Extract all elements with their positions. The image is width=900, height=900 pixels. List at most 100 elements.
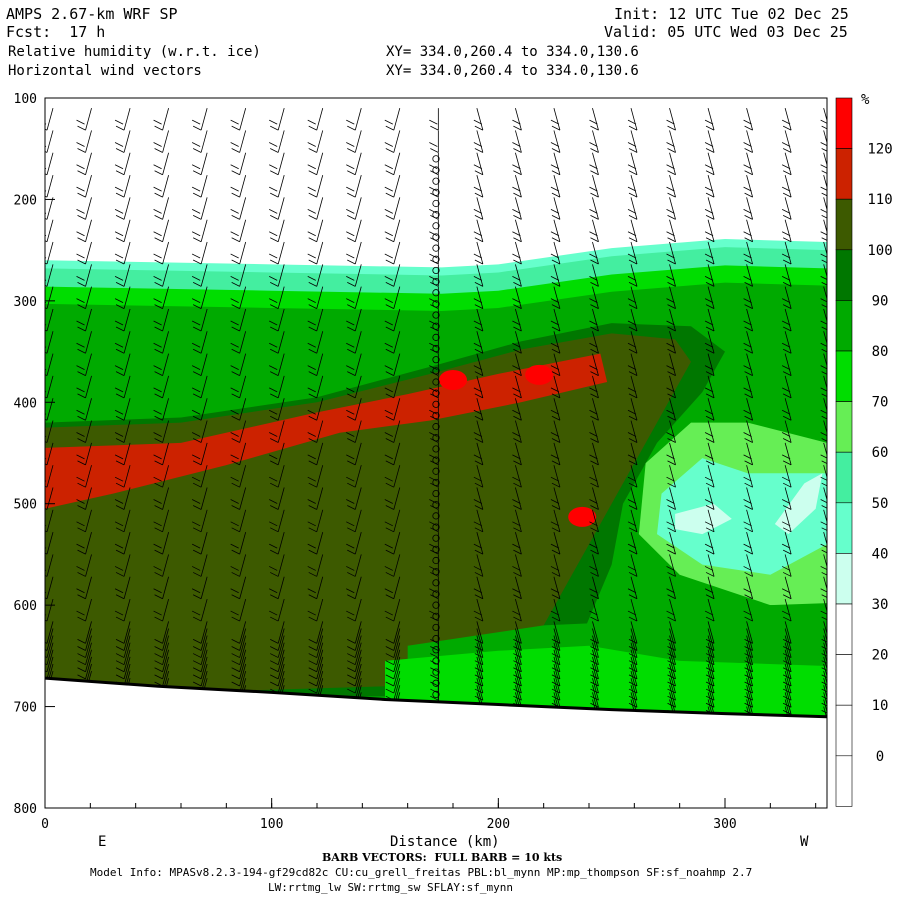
wind-barb-staff: [162, 152, 169, 175]
wind-barb-flag: [384, 119, 393, 125]
wind-barb-staff: [200, 442, 208, 465]
wind-barb-flag: [153, 543, 162, 549]
wind-barb-staff: [354, 130, 362, 153]
wind-barb-staff: [515, 509, 522, 532]
wind-barb-flag: [192, 348, 202, 354]
wind-barb-flag: [820, 298, 827, 303]
wind-barb-flag: [347, 667, 356, 673]
wind-barb-staff: [277, 621, 285, 644]
wind-barb-flag: [821, 653, 827, 657]
wind-barb-staff: [707, 554, 715, 577]
wind-barb-flag: [820, 610, 827, 615]
wind-barb-staff: [746, 532, 753, 555]
wind-barb-flag: [308, 660, 317, 666]
wind-barb-staff: [784, 130, 792, 153]
wind-barb-flag: [231, 215, 240, 220]
wind-barb-flag: [705, 667, 715, 673]
plot-frame: [44, 97, 828, 809]
wind-barb-flag: [744, 415, 753, 421]
wind-barb-flag: [744, 125, 753, 131]
wind-barb-staff: [200, 286, 208, 309]
wind-barb-flag: [705, 674, 715, 680]
wind-barb-flag: [473, 298, 483, 304]
wind-barb-flag: [821, 695, 827, 700]
wind-barb-flag: [781, 432, 791, 437]
wind-barb-flag: [590, 646, 599, 651]
wind-barb-flag: [474, 674, 484, 680]
wind-barb-flag: [589, 275, 598, 281]
wind-barb-flag: [115, 482, 125, 488]
wind-barb-flag: [115, 460, 125, 466]
wind-barb-staff: [669, 331, 676, 354]
wind-barb-flag: [627, 387, 637, 393]
wind-barb-flag: [192, 371, 202, 376]
wind-barb-flag: [45, 128, 48, 131]
wind-barb-flag: [192, 639, 202, 644]
wind-barb-staff: [669, 598, 676, 622]
wind-barb-flag: [550, 566, 560, 571]
wind-barb-staff: [784, 264, 792, 287]
wind-barb-flag: [473, 499, 483, 504]
wind-barb-flag: [704, 275, 714, 281]
wind-barb-staff: [239, 398, 247, 421]
wind-barb-staff: [46, 487, 54, 510]
wind-barb-flag: [347, 281, 356, 287]
wind-barb-flag: [590, 688, 599, 694]
wind-barb-staff: [46, 174, 54, 198]
wind-barb-flag: [307, 142, 316, 147]
wind-barb-flag: [821, 215, 827, 219]
wind-barb-staff: [553, 308, 561, 332]
wind-barb-staff: [707, 685, 715, 708]
wind-barb-flag: [231, 170, 240, 176]
wind-barb-flag: [270, 572, 279, 577]
wind-barb-flag: [744, 148, 753, 153]
colorbar-label: 90: [872, 293, 889, 309]
wind-barb-flag: [191, 298, 201, 304]
y-tick-label: 700: [14, 701, 37, 716]
wind-barb-flag: [45, 552, 48, 555]
wind-barb-staff: [123, 219, 131, 242]
wind-barb-flag: [192, 681, 202, 687]
wind-barb-flag: [231, 594, 240, 600]
wind-barb-flag: [154, 304, 163, 310]
wind-barb-flag: [512, 610, 521, 616]
calm-wind-circle: [432, 679, 440, 687]
wind-barb-flag: [821, 482, 827, 487]
wind-barb-flag: [231, 482, 240, 488]
wind-barb-staff: [123, 197, 131, 220]
wind-barb-flag: [821, 616, 827, 621]
wind-barb-flag: [550, 253, 560, 259]
wind-barb-flag: [231, 549, 240, 555]
wind-barb-flag: [513, 639, 522, 644]
wind-barb-flag: [346, 342, 355, 348]
wind-barb-staff: [592, 649, 599, 672]
wind-barb-flag: [308, 415, 317, 421]
wind-barb-flag: [704, 476, 714, 482]
wind-barb-flag: [308, 674, 317, 680]
wind-barb-flag: [231, 281, 240, 287]
wind-barb-staff: [630, 509, 638, 532]
wind-barb-flag: [550, 298, 560, 304]
wind-barb-staff: [707, 152, 715, 175]
wind-barb-flag: [820, 387, 827, 392]
wind-barb-staff: [393, 635, 401, 658]
wind-barb-staff: [669, 241, 676, 265]
wind-barb-flag: [114, 231, 124, 237]
wind-barb-flag: [627, 365, 637, 370]
wind-barb-flag: [385, 594, 394, 600]
wind-barb-staff: [476, 656, 484, 679]
wind-barb-flag: [704, 543, 714, 549]
wind-barb-staff: [476, 197, 484, 220]
wind-barb-flag: [589, 543, 598, 549]
wind-barb-staff: [746, 465, 753, 488]
wind-barb-flag: [270, 549, 279, 555]
wind-barb-flag: [114, 119, 124, 125]
wind-barb-flag: [666, 454, 675, 460]
wind-barb-staff: [784, 241, 792, 265]
wind-barb-flag: [45, 597, 48, 600]
rh-dry-core-30b: [774, 473, 823, 535]
wind-barb-flag: [474, 549, 484, 555]
wind-barb-flag: [666, 387, 675, 393]
wind-barb-staff: [123, 642, 131, 665]
wind-barb-flag: [269, 365, 278, 370]
